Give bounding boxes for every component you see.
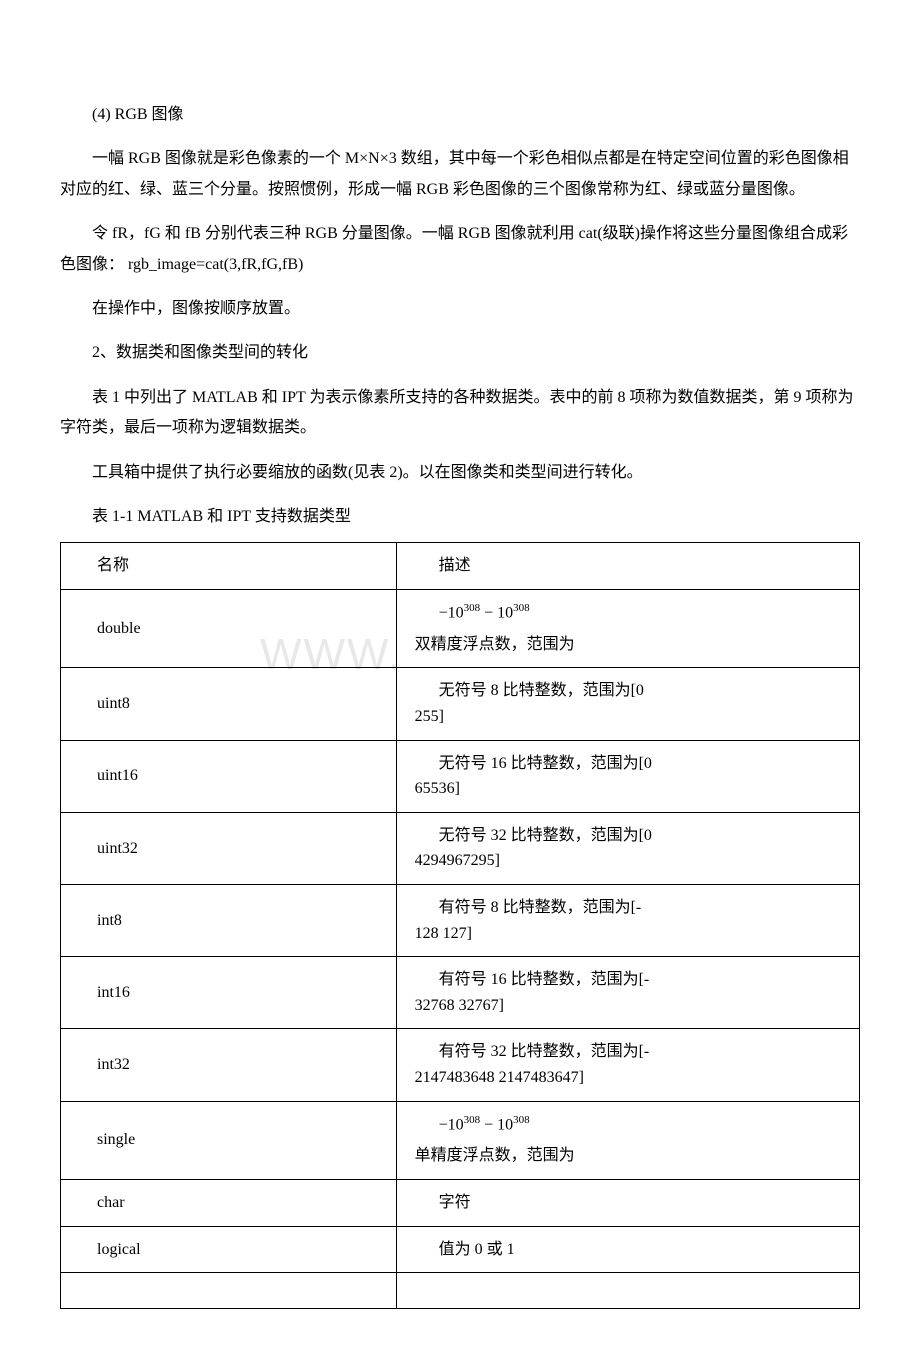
table-cell-name: uint8 [61, 668, 397, 740]
table-cell-desc: 有符号 32 比特整数，范围为[- 2147483648 2147483647] [396, 1029, 859, 1101]
paragraph-rgb-cat: 令 fR，fG 和 fB 分别代表三种 RGB 分量图像。一幅 RGB 图像就利… [60, 219, 860, 280]
table-cell-name: logical [61, 1226, 397, 1273]
table-cell-desc: −10308 − 10308 双精度浮点数，范围为 [396, 589, 859, 668]
table-row: int8 有符号 8 比特整数，范围为[- 128 127] [61, 884, 860, 956]
table-cell-desc: 无符号 8 比特整数，范围为[0 255] [396, 668, 859, 740]
table-cell-name: int16 [61, 957, 397, 1029]
table-cell-name: int8 [61, 884, 397, 956]
table-cell-name: char [61, 1180, 397, 1227]
table-row: char 字符 [61, 1180, 860, 1227]
table-cell-name: uint32 [61, 812, 397, 884]
table-cell-name: single [61, 1101, 397, 1180]
table-row: single −10308 − 10308 单精度浮点数，范围为 [61, 1101, 860, 1180]
paragraph-table2-intro: 工具箱中提供了执行必要缩放的函数(见表 2)。以在图像类和类型间进行转化。 [60, 458, 860, 488]
table-row: double −10308 − 10308 双精度浮点数，范围为 [61, 589, 860, 668]
table-header-desc: 描述 [396, 543, 859, 590]
table-cell-desc: 值为 0 或 1 [396, 1226, 859, 1273]
table-row: int32 有符号 32 比特整数，范围为[- 2147483648 21474… [61, 1029, 860, 1101]
data-types-table: 名称 描述 double −10308 − 10308 双精度浮点数，范围为 u… [60, 542, 860, 1309]
table-cell-name: double [61, 589, 397, 668]
table-caption: 表 1-1 MATLAB 和 IPT 支持数据类型 [60, 502, 860, 532]
table-row: logical 值为 0 或 1 [61, 1226, 860, 1273]
table-row: uint32 无符号 32 比特整数，范围为[0 4294967295] [61, 812, 860, 884]
paragraph-table1-intro: 表 1 中列出了 MATLAB 和 IPT 为表示像素所支持的各种数据类。表中的… [60, 383, 860, 444]
paragraph-operation: 在操作中，图像按顺序放置。 [60, 294, 860, 324]
table-cell-desc: −10308 − 10308 单精度浮点数，范围为 [396, 1101, 859, 1180]
table-empty-cell [61, 1273, 397, 1309]
paragraph-rgb-intro: 一幅 RGB 图像就是彩色像素的一个 M×N×3 数组，其中每一个彩色相似点都是… [60, 144, 860, 205]
paragraph-section2: 2、数据类和图像类型间的转化 [60, 338, 860, 368]
table-cell-desc: 无符号 16 比特整数，范围为[0 65536] [396, 740, 859, 812]
table-row: int16 有符号 16 比特整数，范围为[- 32768 32767] [61, 957, 860, 1029]
table-cell-desc: 有符号 8 比特整数，范围为[- 128 127] [396, 884, 859, 956]
table-cell-name: int32 [61, 1029, 397, 1101]
table-header-row: 名称 描述 [61, 543, 860, 590]
table-cell-desc: 无符号 32 比特整数，范围为[0 4294967295] [396, 812, 859, 884]
table-cell-desc: 字符 [396, 1180, 859, 1227]
table-row: uint16 无符号 16 比特整数，范围为[0 65536] [61, 740, 860, 812]
table-empty-cell [396, 1273, 859, 1309]
table-cell-name: uint16 [61, 740, 397, 812]
table-cell-desc: 有符号 16 比特整数，范围为[- 32768 32767] [396, 957, 859, 1029]
table-empty-row [61, 1273, 860, 1309]
table-header-name: 名称 [61, 543, 397, 590]
paragraph-rgb-title: (4) RGB 图像 [60, 100, 860, 130]
table-row: uint8 无符号 8 比特整数，范围为[0 255] [61, 668, 860, 740]
